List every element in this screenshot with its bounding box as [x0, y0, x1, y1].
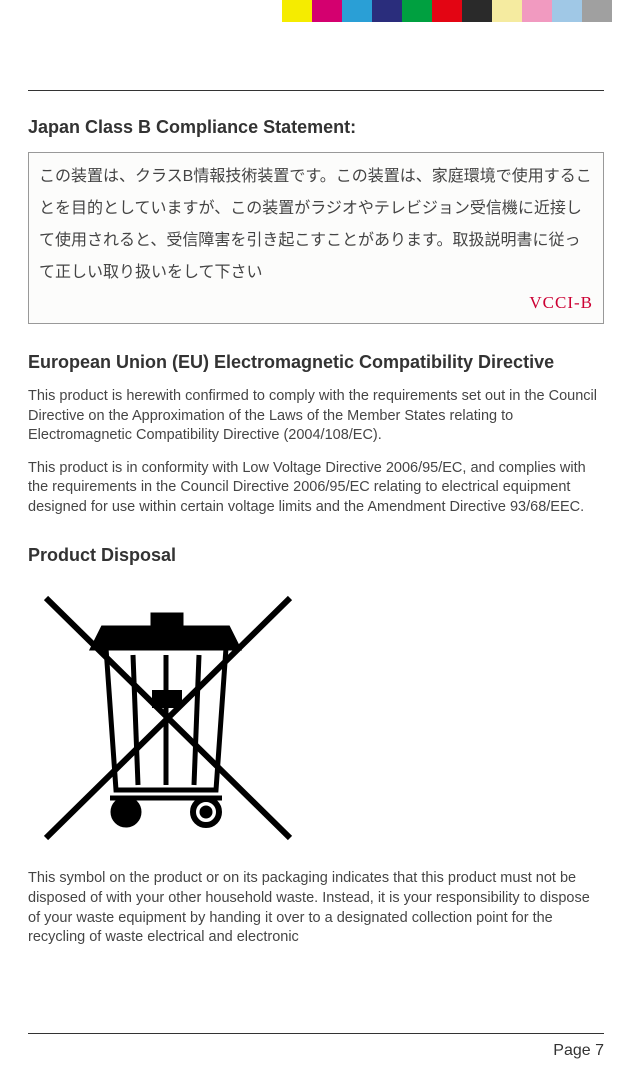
japanese-compliance-box: この装置は、クラスB情報技術装置です。この装置は、家庭環境で使用することを目的と… [28, 152, 604, 324]
page-number: Page 7 [28, 1042, 604, 1060]
vcci-b-label: VCCI-B [39, 293, 593, 313]
weee-crossed-bin-icon [28, 580, 604, 855]
eu-paragraph-1: This product is herewith confirmed to co… [28, 387, 604, 446]
color-swatch [492, 0, 522, 22]
japanese-compliance-text: この装置は、クラスB情報技術装置です。この装置は、家庭環境で使用することを目的と… [39, 161, 593, 289]
disposal-heading: Product Disposal [28, 545, 604, 566]
japan-heading: Japan Class B Compliance Statement: [28, 117, 604, 138]
color-swatch [462, 0, 492, 22]
color-swatch [282, 0, 312, 22]
eu-paragraph-2: This product is in conformity with Low V… [28, 459, 604, 518]
color-swatch [582, 0, 612, 22]
color-swatch [342, 0, 372, 22]
page-footer: Page 7 [28, 1033, 604, 1060]
color-swatch [312, 0, 342, 22]
color-swatch [552, 0, 582, 22]
footer-horizontal-rule [28, 1033, 604, 1034]
color-swatch [432, 0, 462, 22]
print-registration-color-bar [282, 0, 612, 22]
color-swatch [402, 0, 432, 22]
color-swatch [522, 0, 552, 22]
color-swatch [372, 0, 402, 22]
eu-heading: European Union (EU) Electromagnetic Comp… [28, 352, 604, 373]
top-horizontal-rule [28, 90, 604, 91]
page-content: Japan Class B Compliance Statement: この装置… [0, 0, 632, 948]
disposal-paragraph-1: This symbol on the product or on its pac… [28, 869, 604, 947]
